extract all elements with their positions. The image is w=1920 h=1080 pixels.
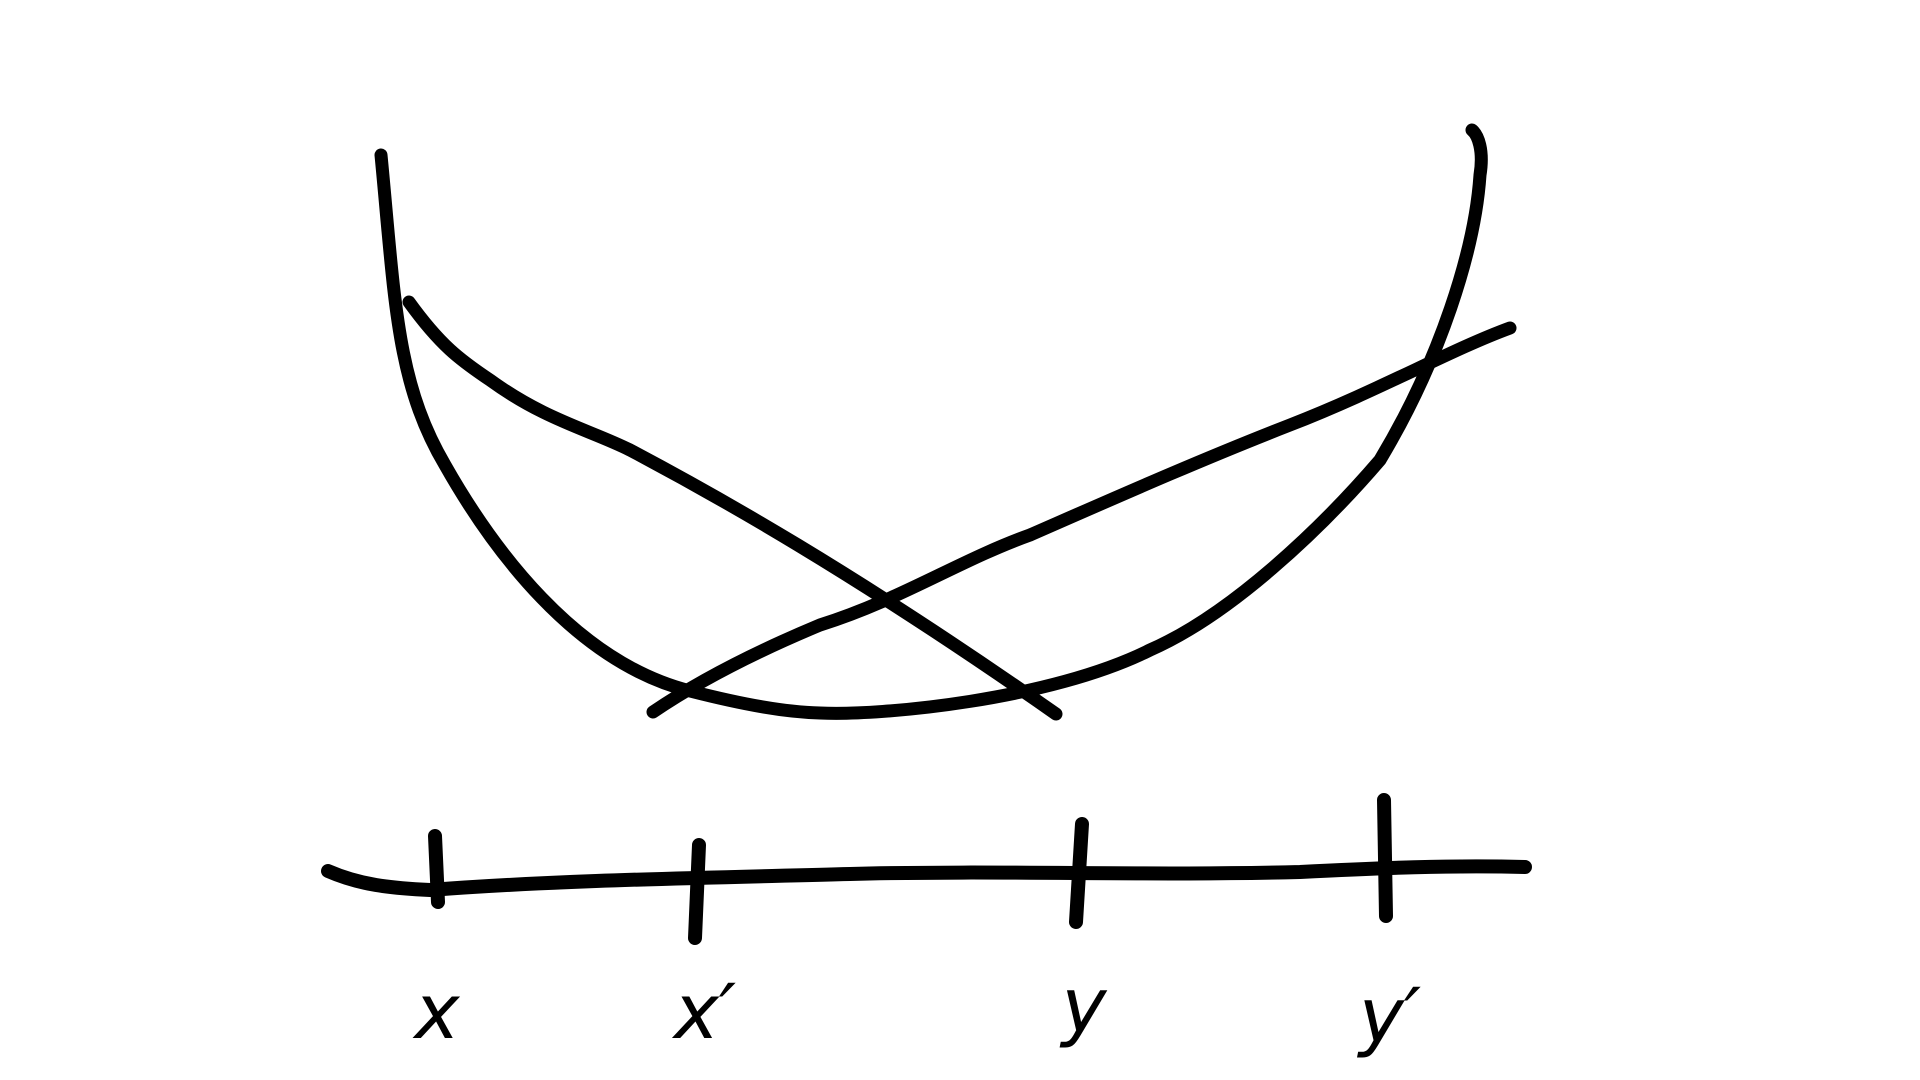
big-u-curve <box>374 123 1488 720</box>
axis-line <box>321 859 1532 897</box>
tick-label-x-prime: x′ <box>672 967 736 1056</box>
tick-mark-y <box>1069 817 1089 929</box>
tick-label-x: x <box>413 967 461 1056</box>
tick-label-y: y <box>1060 961 1108 1050</box>
tick-mark-x <box>428 829 445 909</box>
descending-curve <box>402 295 1063 721</box>
curves-group <box>374 123 1517 721</box>
ascending-curve <box>646 321 1517 719</box>
tick-label-y-prime: y′ <box>1357 971 1421 1060</box>
number-line: x x′ y y′ <box>321 793 1532 1060</box>
tick-mark-y-prime <box>1377 793 1393 923</box>
tick-mark-x-prime <box>688 838 706 945</box>
